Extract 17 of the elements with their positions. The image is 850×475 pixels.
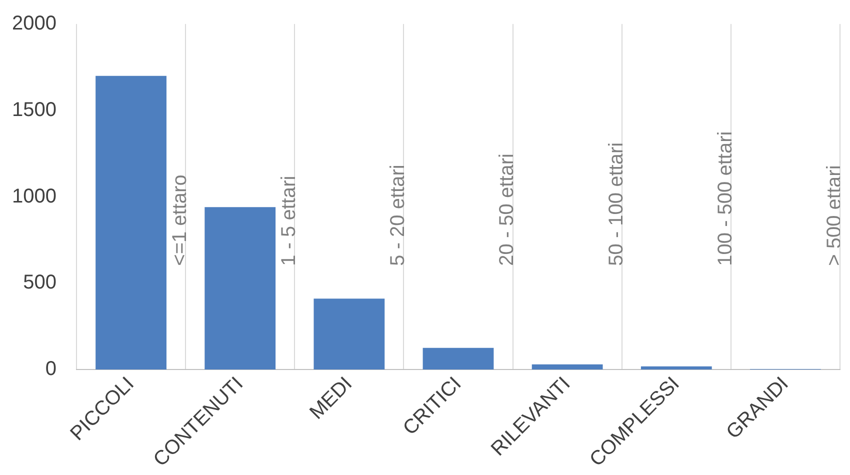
bar [204, 207, 276, 370]
y-tick-label: 500 [23, 272, 56, 294]
annotation: 100 - 500 ettari [714, 131, 736, 266]
bar [96, 76, 166, 370]
bar [532, 364, 603, 370]
bar [422, 348, 494, 370]
y-tick-label: 1000 [12, 185, 56, 208]
bar [640, 366, 712, 370]
y-tick-label: 2000 [12, 12, 56, 35]
annotation: 1 - 5 ettari [278, 176, 300, 266]
y-tick-label: 1500 [12, 98, 56, 121]
bar [314, 298, 385, 370]
annotation: 20 - 50 ettari [496, 154, 518, 266]
annotation: <=1 ettaro [168, 174, 191, 266]
annotation: 50 - 100 ettari [605, 142, 628, 266]
annotation: 5 - 20 ettari [387, 164, 410, 266]
y-tick-label: 0 [45, 358, 56, 380]
